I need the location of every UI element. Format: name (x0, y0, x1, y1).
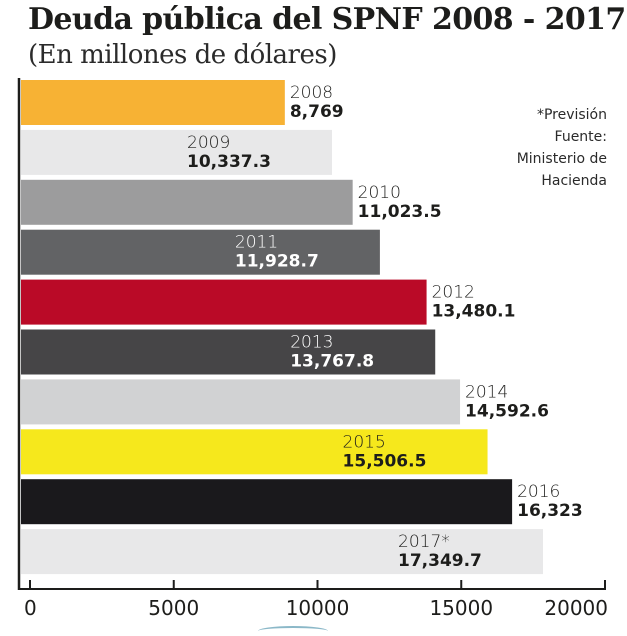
bar (21, 529, 543, 575)
bar-year-label: 2016 (517, 482, 560, 502)
source-note: *Previsión Fuente: Ministerio de Haciend… (517, 104, 607, 192)
bar (21, 329, 436, 375)
decorative-arc (258, 626, 328, 636)
bar-value-label: 11,023.5 (358, 202, 442, 222)
bar-value-label: 16,323 (517, 501, 583, 521)
x-axis: 0 5000 10000 15000 20000 (17, 78, 608, 620)
source-name-line1: Ministerio de (516, 151, 607, 167)
source-label: Fuente: (554, 129, 607, 145)
chart-subtitle: (En millones de dólares) (28, 40, 337, 70)
x-tick-label: 5000 (148, 596, 199, 620)
bar-value-label: 11,928.7 (235, 252, 319, 272)
bar-year-label: 2012 (432, 283, 475, 303)
bar-year-label: 2009 (187, 133, 230, 153)
bar-year-label: 2013 (290, 333, 333, 353)
bar-year-label: 2014 (465, 382, 508, 402)
bar (21, 80, 285, 125)
bar (21, 479, 513, 525)
bar-value-label: 13,480.1 (432, 302, 516, 322)
x-tick-label: 20000 (544, 596, 608, 620)
x-tick-label: 10000 (286, 596, 350, 620)
chart-title: Deuda pública del SPNF 2008 - 2017 (28, 2, 626, 37)
bars-group: 20088,769200910,337.3201011,023.5201111,… (21, 80, 583, 575)
bar (21, 379, 461, 425)
bar-group: 2017*17,349.7 (21, 529, 543, 575)
bar-year-label: 2008 (290, 83, 333, 103)
bar (21, 179, 353, 225)
bar-year-label: 2010 (358, 183, 401, 203)
bar (21, 429, 488, 475)
bar-year-label: 2015 (343, 432, 386, 452)
bar-value-label: 13,767.8 (290, 352, 374, 372)
bar-value-label: 14,592.6 (465, 401, 549, 421)
bar-value-label: 8,769 (290, 102, 344, 122)
bar (21, 129, 333, 175)
x-tick-label: 0 (24, 596, 37, 620)
bar-value-label: 17,349.7 (398, 551, 482, 571)
bar (21, 279, 427, 325)
bar-year-label: 2011 (235, 233, 278, 253)
x-tick-label: 15000 (429, 596, 493, 620)
bar-year-label: 2017* (398, 532, 450, 552)
forecast-note: *Previsión (536, 107, 607, 123)
bar-value-label: 10,337.3 (187, 152, 271, 172)
bar (21, 229, 380, 275)
bar-value-label: 15,506.5 (343, 451, 427, 471)
source-name-line2: Hacienda (541, 173, 607, 189)
